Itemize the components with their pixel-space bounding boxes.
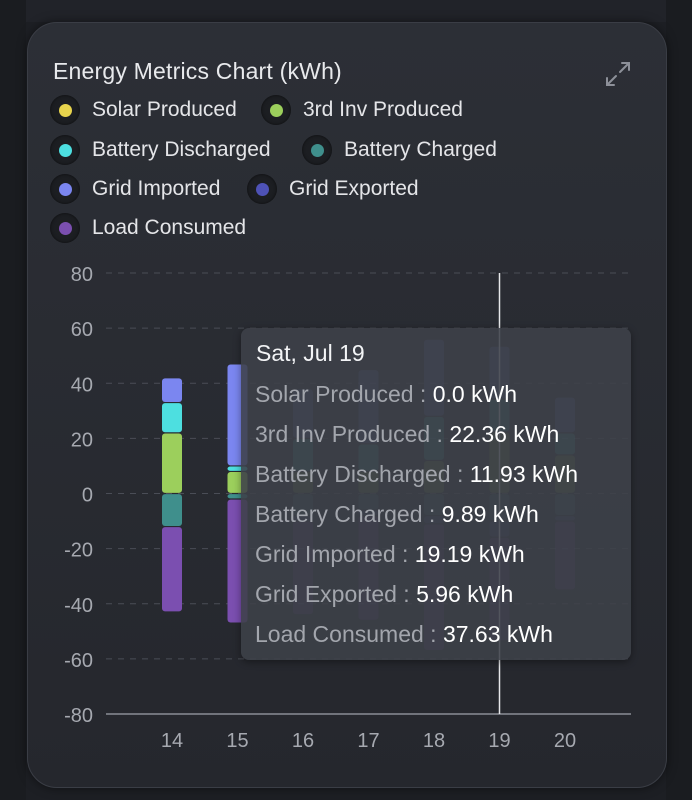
tooltip-key: Grid Imported : <box>255 541 415 567</box>
legend-swatch <box>269 103 283 117</box>
tooltip-value: 11.93 kWh <box>469 461 579 487</box>
y-tick-label: -80 <box>64 705 93 727</box>
legend-item-load-consumed[interactable]: Load Consumed <box>50 210 246 246</box>
legend-swatch <box>58 221 72 235</box>
legend-swatch-ring <box>247 174 277 204</box>
legend-item-solar-produced[interactable]: Solar Produced <box>50 92 237 128</box>
legend-swatch <box>255 182 269 196</box>
tooltip-key: Load Consumed : <box>255 621 443 647</box>
tooltip-value: 37.63 kWh <box>442 621 553 647</box>
x-tick-label: 18 <box>423 730 445 752</box>
expand-icon <box>606 62 630 86</box>
tooltip-row-grid-exported: Grid Exported : 5.96 kWh <box>255 581 513 608</box>
tooltip-row-battery-charged: Battery Charged : 9.89 kWh <box>255 501 539 528</box>
legend-swatch-ring <box>302 135 332 165</box>
legend-swatch-ring <box>50 174 80 204</box>
expand-button[interactable] <box>602 58 634 90</box>
legend-item-grid-exported[interactable]: Grid Exported <box>247 171 419 207</box>
legend-swatch-ring <box>261 95 291 125</box>
legend-swatch-ring <box>50 213 80 243</box>
legend-label: Grid Exported <box>289 177 419 200</box>
legend-item-3rd-inv-produced[interactable]: 3rd Inv Produced <box>261 92 463 128</box>
legend-swatch-ring <box>50 95 80 125</box>
legend-label: Grid Imported <box>92 177 221 200</box>
x-tick-label: 14 <box>161 730 183 752</box>
legend-label: Solar Produced <box>92 98 237 121</box>
legend-swatch <box>58 182 72 196</box>
tooltip-value: 19.19 kWh <box>414 541 525 567</box>
x-tick-label: 15 <box>226 730 248 752</box>
tooltip-value: 0.0 kWh <box>432 381 518 407</box>
tooltip-key: Grid Exported : <box>255 581 417 607</box>
bar-segment-14-battery-discharged[interactable] <box>162 403 182 433</box>
tooltip-key: Solar Produced : <box>255 381 433 407</box>
tooltip-value: 22.36 kWh <box>449 421 560 447</box>
x-tick-label: 17 <box>357 730 379 752</box>
y-tick-label: 60 <box>71 319 93 341</box>
legend-label: 3rd Inv Produced <box>303 98 463 121</box>
y-tick-label: 80 <box>71 264 93 286</box>
tooltip-row-grid-imported: Grid Imported : 19.19 kWh <box>255 541 525 568</box>
legend-swatch <box>310 143 324 157</box>
tooltip-row-load-consumed: Load Consumed : 37.63 kWh <box>255 621 553 648</box>
bar-segment-14-grid-imported[interactable] <box>162 378 182 402</box>
legend-label: Battery Discharged <box>92 138 271 161</box>
chart-title: Energy Metrics Chart (kWh) <box>53 58 342 84</box>
top-strip <box>0 0 692 22</box>
right-gutter <box>666 0 692 800</box>
legend-swatch <box>58 143 72 157</box>
bar-segment-14-battery-charged[interactable] <box>162 494 182 526</box>
y-tick-label: -60 <box>64 650 93 672</box>
bar-segment-14-3rd-inv-produced[interactable] <box>162 433 182 493</box>
tooltip-row-solar-produced: Solar Produced : 0.0 kWh <box>255 381 517 408</box>
tooltip-key: 3rd Inv Produced : <box>255 421 450 447</box>
legend-item-battery-discharged[interactable]: Battery Discharged <box>50 132 271 168</box>
x-tick-label: 20 <box>554 730 576 752</box>
tooltip-row-3rd-inv-produced: 3rd Inv Produced : 22.36 kWh <box>255 421 559 448</box>
tooltip-key: Battery Charged : <box>255 501 442 527</box>
left-gutter <box>0 0 26 800</box>
x-tick-label: 19 <box>488 730 510 752</box>
y-tick-label: 20 <box>71 429 93 451</box>
legend-swatch <box>58 103 72 117</box>
y-tick-label: 0 <box>82 485 93 507</box>
legend-item-grid-imported[interactable]: Grid Imported <box>50 171 220 207</box>
x-tick-label: 16 <box>292 730 314 752</box>
legend-item-battery-charged[interactable]: Battery Charged <box>302 132 497 168</box>
tooltip-value: 9.89 kWh <box>441 501 539 527</box>
tooltip-key: Battery Discharged : <box>255 461 470 487</box>
tooltip-value: 5.96 kWh <box>416 581 514 607</box>
legend-swatch-ring <box>50 135 80 165</box>
legend-label: Battery Charged <box>344 138 497 161</box>
legend-label: Load Consumed <box>92 216 247 239</box>
tooltip-row-battery-discharged: Battery Discharged : 11.93 kWh <box>255 461 578 488</box>
y-tick-label: -40 <box>64 595 93 617</box>
y-tick-label: -20 <box>64 540 93 562</box>
bar-segment-14-load-consumed[interactable] <box>162 527 182 612</box>
y-tick-label: 40 <box>71 374 93 396</box>
tooltip-date: Sat, Jul 19 <box>256 340 365 366</box>
chart-tooltip: Sat, Jul 19 Solar Produced : 0.0 kWh 3rd… <box>241 328 631 660</box>
